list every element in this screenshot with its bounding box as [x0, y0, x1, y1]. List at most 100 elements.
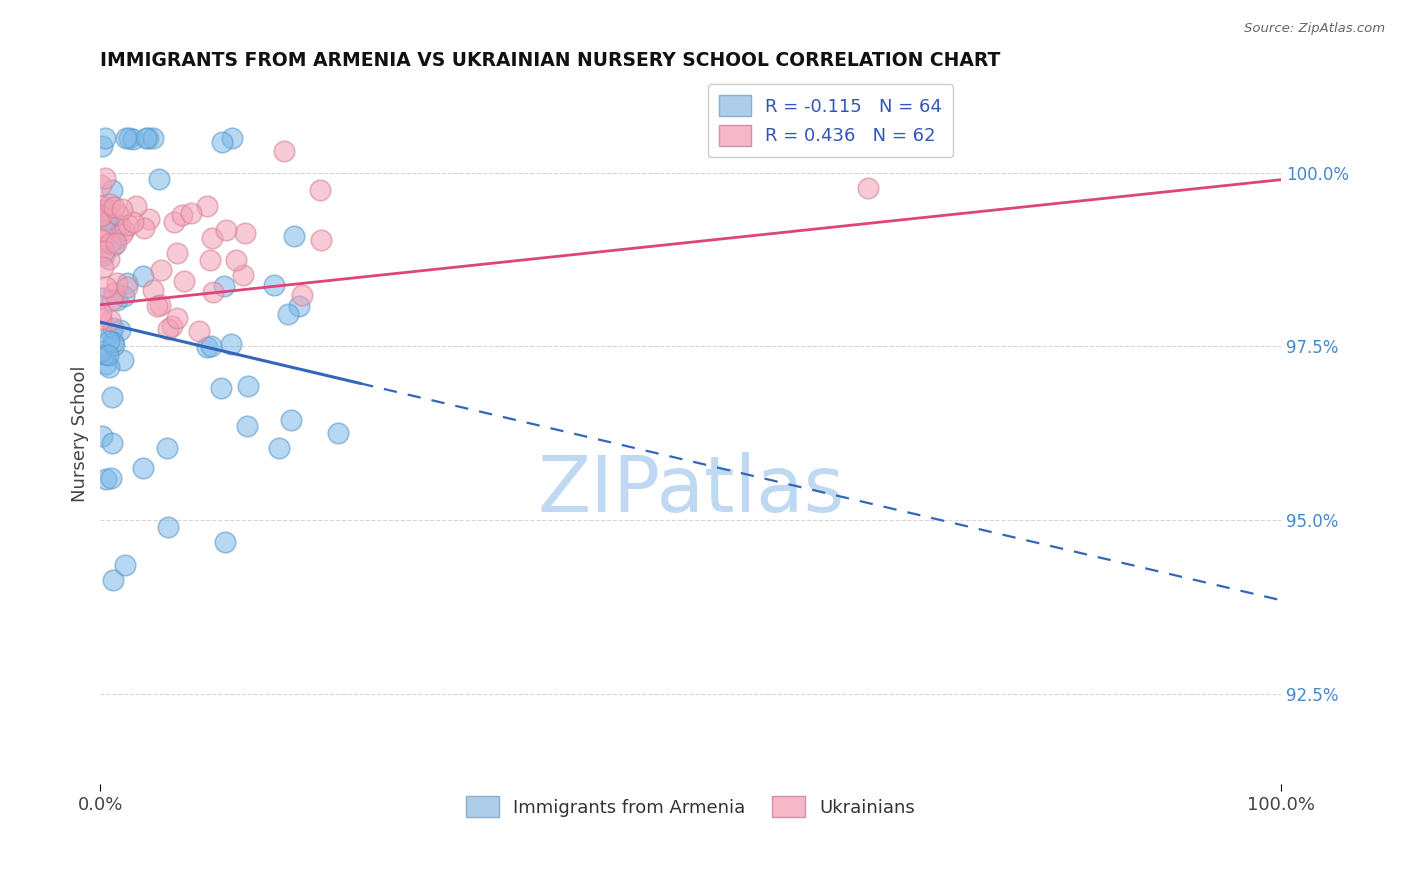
Point	[118, 131, 141, 145]
Point	[291, 288, 314, 302]
Point	[90, 139, 112, 153]
Point	[100, 183, 122, 197]
Point	[195, 199, 218, 213]
Point	[121, 132, 143, 146]
Point	[273, 144, 295, 158]
Point	[103, 286, 125, 301]
Point	[146, 299, 169, 313]
Point	[200, 339, 222, 353]
Point	[225, 253, 247, 268]
Point	[124, 199, 146, 213]
Point	[114, 558, 136, 572]
Point	[173, 274, 195, 288]
Point	[105, 277, 128, 291]
Point	[132, 221, 155, 235]
Point	[115, 131, 138, 145]
Text: IMMIGRANTS FROM ARMENIA VS UKRAINIAN NURSERY SCHOOL CORRELATION CHART: IMMIGRANTS FROM ARMENIA VS UKRAINIAN NUR…	[100, 51, 1001, 70]
Point	[98, 235, 121, 250]
Point	[98, 313, 121, 327]
Point	[103, 337, 125, 351]
Point	[90, 208, 112, 222]
Point	[90, 428, 112, 442]
Point	[198, 252, 221, 267]
Point	[215, 223, 238, 237]
Point	[93, 224, 115, 238]
Point	[326, 426, 349, 441]
Point	[90, 199, 112, 213]
Point	[166, 311, 188, 326]
Point	[156, 520, 179, 534]
Point	[135, 131, 157, 145]
Point	[94, 212, 117, 227]
Point	[97, 252, 120, 266]
Y-axis label: Nursery School: Nursery School	[72, 365, 89, 501]
Point	[94, 357, 117, 371]
Point	[212, 279, 235, 293]
Point	[90, 291, 112, 305]
Point	[90, 233, 112, 247]
Point	[280, 413, 302, 427]
Point	[103, 200, 125, 214]
Text: ZIPatlas: ZIPatlas	[537, 451, 844, 527]
Point	[142, 131, 165, 145]
Point	[101, 390, 124, 404]
Point	[132, 268, 155, 283]
Point	[97, 334, 120, 348]
Point	[122, 215, 145, 229]
Point	[201, 285, 224, 299]
Point	[90, 178, 112, 192]
Point	[100, 326, 122, 340]
Point	[103, 334, 125, 349]
Legend: Immigrants from Armenia, Ukrainians: Immigrants from Armenia, Ukrainians	[458, 789, 922, 824]
Point	[172, 208, 194, 222]
Point	[110, 323, 132, 337]
Point	[136, 131, 159, 145]
Point	[91, 203, 114, 218]
Point	[117, 219, 139, 233]
Point	[309, 233, 332, 247]
Point	[93, 244, 115, 258]
Point	[101, 293, 124, 307]
Point	[112, 353, 135, 368]
Point	[115, 276, 138, 290]
Point	[856, 181, 879, 195]
Point	[101, 321, 124, 335]
Point	[263, 277, 285, 292]
Point	[94, 131, 117, 145]
Point	[211, 135, 233, 149]
Point	[101, 573, 124, 587]
Point	[219, 337, 242, 351]
Point	[108, 219, 131, 233]
Point	[107, 207, 129, 221]
Point	[233, 226, 256, 240]
Point	[195, 341, 218, 355]
Point	[90, 209, 112, 223]
Point	[96, 472, 118, 486]
Point	[90, 344, 112, 359]
Point	[94, 171, 117, 186]
Point	[104, 232, 127, 246]
Point	[163, 215, 186, 229]
Point	[132, 460, 155, 475]
Point	[112, 223, 135, 237]
Point	[160, 318, 183, 333]
Point	[96, 213, 118, 227]
Point	[155, 441, 177, 455]
Point	[201, 231, 224, 245]
Point	[103, 238, 125, 252]
Point	[236, 379, 259, 393]
Point	[149, 298, 172, 312]
Point	[115, 280, 138, 294]
Point	[221, 131, 243, 145]
Point	[277, 307, 299, 321]
Point	[166, 246, 188, 260]
Point	[148, 171, 170, 186]
Point	[111, 202, 134, 216]
Point	[211, 381, 233, 395]
Point	[188, 324, 211, 338]
Point	[180, 205, 202, 219]
Point	[236, 418, 259, 433]
Point	[309, 184, 332, 198]
Text: Source: ZipAtlas.com: Source: ZipAtlas.com	[1244, 22, 1385, 36]
Point	[97, 348, 120, 362]
